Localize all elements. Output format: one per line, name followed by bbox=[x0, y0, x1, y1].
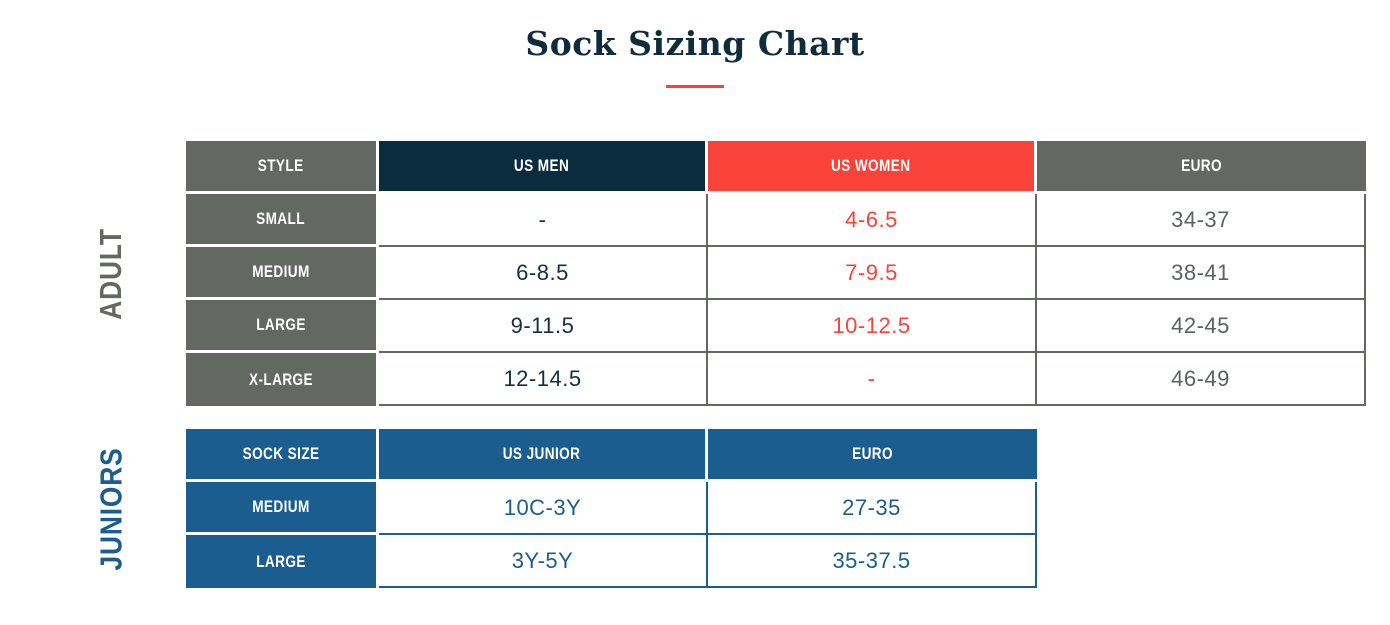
adult-euro-value-cell: 38-41 bbox=[1037, 247, 1366, 300]
juniors-row-label: LARGE bbox=[256, 551, 306, 571]
adult-us-men-value-cell: - bbox=[379, 194, 708, 247]
adult-section: ADULT STYLE US MEN US WOMEN EURO SM bbox=[93, 141, 1366, 406]
adult-style-header-label: STYLE bbox=[258, 156, 304, 175]
juniors-row-label-cell: MEDIUM bbox=[186, 482, 379, 535]
adult-style-header-cell: STYLE bbox=[186, 141, 379, 194]
juniors-us-junior-value-cell: 3Y-5Y bbox=[379, 535, 708, 588]
juniors-section-label: JUNIORS bbox=[93, 446, 128, 571]
adult-euro-value-cell: 34-37 bbox=[1037, 194, 1366, 247]
adult-row-label: X-LARGE bbox=[249, 369, 313, 389]
adult-us-women-header-cell: US WOMEN bbox=[708, 141, 1037, 194]
juniors-sock-size-header-cell: SOCK SIZE bbox=[186, 429, 379, 482]
adult-euro-value-cell: 46-49 bbox=[1037, 353, 1366, 406]
juniors-section-label-box: JUNIORS bbox=[91, 429, 131, 588]
juniors-row-label: MEDIUM bbox=[252, 497, 310, 516]
adult-us-women-value-cell: 7-9.5 bbox=[708, 247, 1037, 300]
adult-us-men-value-cell: 6-8.5 bbox=[379, 247, 708, 300]
juniors-row-label-cell: LARGE bbox=[186, 535, 379, 588]
adult-us-women-value-cell: 4-6.5 bbox=[708, 194, 1037, 247]
adult-us-women-value-cell: - bbox=[708, 353, 1037, 406]
adult-table: STYLE US MEN US WOMEN EURO SMALL - 4-6.5… bbox=[186, 141, 1366, 406]
adult-row-label-cell: LARGE bbox=[186, 300, 379, 353]
juniors-euro-header-cell: EURO bbox=[708, 429, 1037, 482]
juniors-sock-size-header-label: SOCK SIZE bbox=[242, 444, 320, 463]
title-divider bbox=[666, 85, 724, 88]
adult-row-label: MEDIUM bbox=[252, 262, 310, 281]
adult-row-label: LARGE bbox=[256, 315, 306, 334]
adult-row-label: SMALL bbox=[256, 209, 306, 228]
juniors-euro-header-label: EURO bbox=[852, 444, 893, 463]
juniors-section: JUNIORS SOCK SIZE US JUNIOR EURO MEDIUM … bbox=[93, 429, 1364, 588]
tables-area: ADULT STYLE US MEN US WOMEN EURO SM bbox=[93, 141, 1366, 588]
adult-us-men-header-label: US MEN bbox=[514, 156, 570, 175]
juniors-euro-value-cell: 27-35 bbox=[708, 482, 1037, 535]
juniors-table: SOCK SIZE US JUNIOR EURO MEDIUM 10C-3Y 2… bbox=[186, 429, 1037, 588]
adult-us-women-header-label: US WOMEN bbox=[831, 156, 911, 175]
adult-euro-header-cell: EURO bbox=[1037, 141, 1366, 194]
juniors-euro-value-cell: 35-37.5 bbox=[708, 535, 1037, 588]
adult-row-label-cell: MEDIUM bbox=[186, 247, 379, 300]
adult-section-label: ADULT bbox=[93, 227, 129, 320]
juniors-us-junior-value-cell: 10C-3Y bbox=[379, 482, 708, 535]
adult-row-label-cell: X-LARGE bbox=[186, 353, 379, 406]
adult-us-women-value-cell: 10-12.5 bbox=[708, 300, 1037, 353]
adult-us-men-value-cell: 12-14.5 bbox=[379, 353, 708, 406]
adult-us-men-header-cell: US MEN bbox=[379, 141, 708, 194]
title-block: Sock Sizing Chart bbox=[0, 0, 1390, 88]
page-title: Sock Sizing Chart bbox=[525, 24, 865, 63]
adult-section-label-box: ADULT bbox=[91, 141, 131, 406]
juniors-us-junior-header-cell: US JUNIOR bbox=[379, 429, 708, 482]
adult-row-label-cell: SMALL bbox=[186, 194, 379, 247]
adult-us-men-value-cell: 9-11.5 bbox=[379, 300, 708, 353]
adult-euro-header-label: EURO bbox=[1181, 156, 1222, 175]
adult-euro-value-cell: 42-45 bbox=[1037, 300, 1366, 353]
juniors-us-junior-header-label: US JUNIOR bbox=[503, 444, 581, 463]
